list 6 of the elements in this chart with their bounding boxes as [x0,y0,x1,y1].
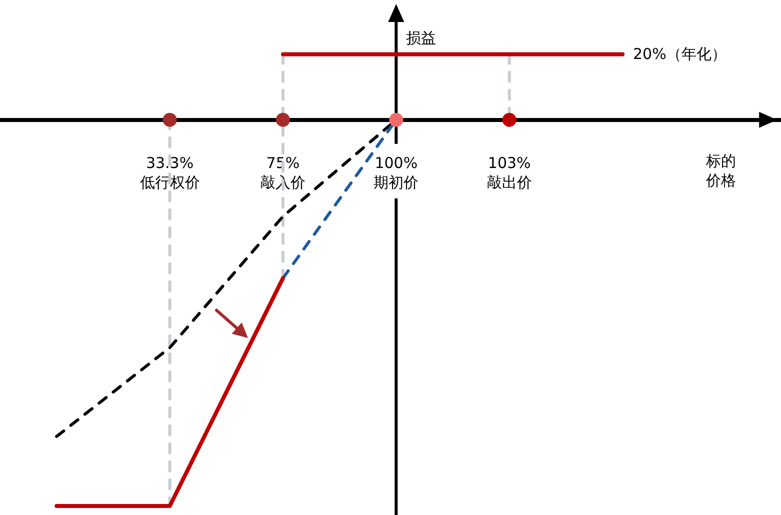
y-axis-title: 损益 [406,29,436,47]
x-tick-label: 33.3% 低行权价 [140,154,200,192]
x-tick-label: 100% 期初价 [374,154,419,192]
x-tick-label: 103% 敲出价 [486,154,532,192]
x-axis-title: 标的价格 [705,152,736,190]
series-label: 20%（年化） [633,45,726,63]
